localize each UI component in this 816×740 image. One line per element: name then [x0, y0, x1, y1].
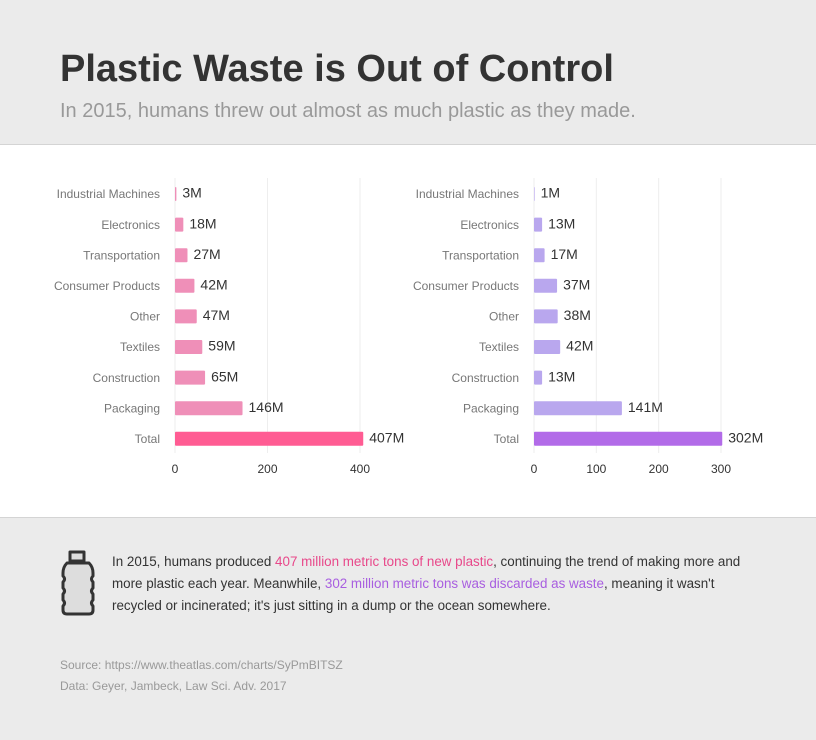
value-label: 18M	[189, 215, 216, 231]
bar	[534, 431, 723, 446]
value-label: 42M	[566, 338, 593, 354]
category-label: Total	[494, 432, 519, 446]
source: Source: https://www.theatlas.com/charts/…	[60, 658, 343, 672]
category-label: Construction	[452, 371, 519, 385]
category-label: Electronics	[101, 218, 160, 232]
category-label: Packaging	[104, 401, 160, 415]
bar	[175, 187, 177, 201]
value-label: 146M	[249, 399, 284, 415]
category-label: Consumer Products	[413, 279, 519, 293]
category-label: Construction	[93, 371, 160, 385]
value-label: 65M	[211, 368, 238, 384]
category-label: Textiles	[479, 340, 519, 354]
bar	[175, 370, 206, 385]
value-label: 27M	[193, 246, 220, 262]
x-tick-label: 400	[350, 462, 370, 476]
value-label: 47M	[203, 307, 230, 323]
x-tick-label: 200	[257, 462, 277, 476]
value-label: 13M	[548, 368, 575, 384]
value-label: 3M	[182, 185, 201, 201]
bar	[175, 217, 184, 232]
value-label: 302M	[728, 430, 763, 446]
x-tick-label: 100	[586, 462, 606, 476]
bar	[175, 248, 188, 263]
bar	[175, 340, 203, 354]
bar	[175, 309, 197, 324]
x-tick-label: 200	[649, 462, 669, 476]
value-label: 37M	[563, 277, 590, 293]
header: Plastic Waste is Out of Control In 2015,…	[0, 0, 816, 145]
value-label: 13M	[548, 215, 575, 231]
note-highlight: 407 million metric tons of new plastic	[275, 554, 494, 569]
category-label: Consumer Products	[54, 279, 160, 293]
footer: In 2015, humans produced 407 million met…	[0, 518, 816, 740]
bar	[534, 340, 561, 354]
category-label: Other	[489, 310, 519, 324]
value-label: 59M	[208, 338, 235, 354]
bar	[534, 278, 558, 293]
note-text: , meaning it wasn't recycled or incinera…	[112, 576, 715, 613]
bar	[534, 217, 543, 232]
value-label: 42M	[200, 277, 227, 293]
value-label: 17M	[551, 246, 578, 262]
category-label: Other	[130, 310, 160, 324]
x-tick-label: 300	[711, 462, 731, 476]
value-label: 1M	[541, 185, 560, 201]
bar	[175, 431, 364, 446]
x-tick-label: 0	[531, 462, 538, 476]
category-label: Transportation	[83, 248, 160, 262]
value-label: 141M	[628, 399, 663, 415]
bar	[175, 278, 195, 293]
bottle-icon	[61, 550, 95, 616]
note-highlight: 302 million metric tons was discarded as…	[324, 576, 604, 591]
category-label: Total	[135, 432, 160, 446]
title: Plastic Waste is Out of Control	[60, 48, 614, 90]
data-source: Data: Geyer, Jambeck, Law Sci. Adv. 2017	[60, 679, 287, 693]
category-label: Transportation	[442, 248, 519, 262]
note: In 2015, humans produced 407 million met…	[112, 551, 762, 617]
value-label: 38M	[564, 307, 591, 323]
bar	[175, 401, 243, 416]
bar	[534, 309, 558, 324]
value-label: 407M	[369, 430, 404, 446]
category-label: Electronics	[460, 218, 519, 232]
bar	[534, 187, 535, 201]
charts: 0 200 400 Industrial Machines 3M Electronics 1…	[0, 145, 816, 518]
bar	[534, 401, 622, 416]
category-label: Packaging	[463, 401, 519, 415]
x-tick-label: 0	[172, 462, 179, 476]
note-text: , continuing the trend of making more an…	[112, 554, 741, 591]
bar	[534, 248, 545, 263]
bar	[534, 370, 543, 385]
category-label: Industrial Machines	[416, 187, 519, 201]
category-label: Industrial Machines	[57, 187, 160, 201]
note-text: In 2015, humans produced	[112, 554, 276, 569]
subtitle: In 2015, humans threw out almost as much…	[60, 100, 636, 122]
category-label: Textiles	[120, 340, 160, 354]
